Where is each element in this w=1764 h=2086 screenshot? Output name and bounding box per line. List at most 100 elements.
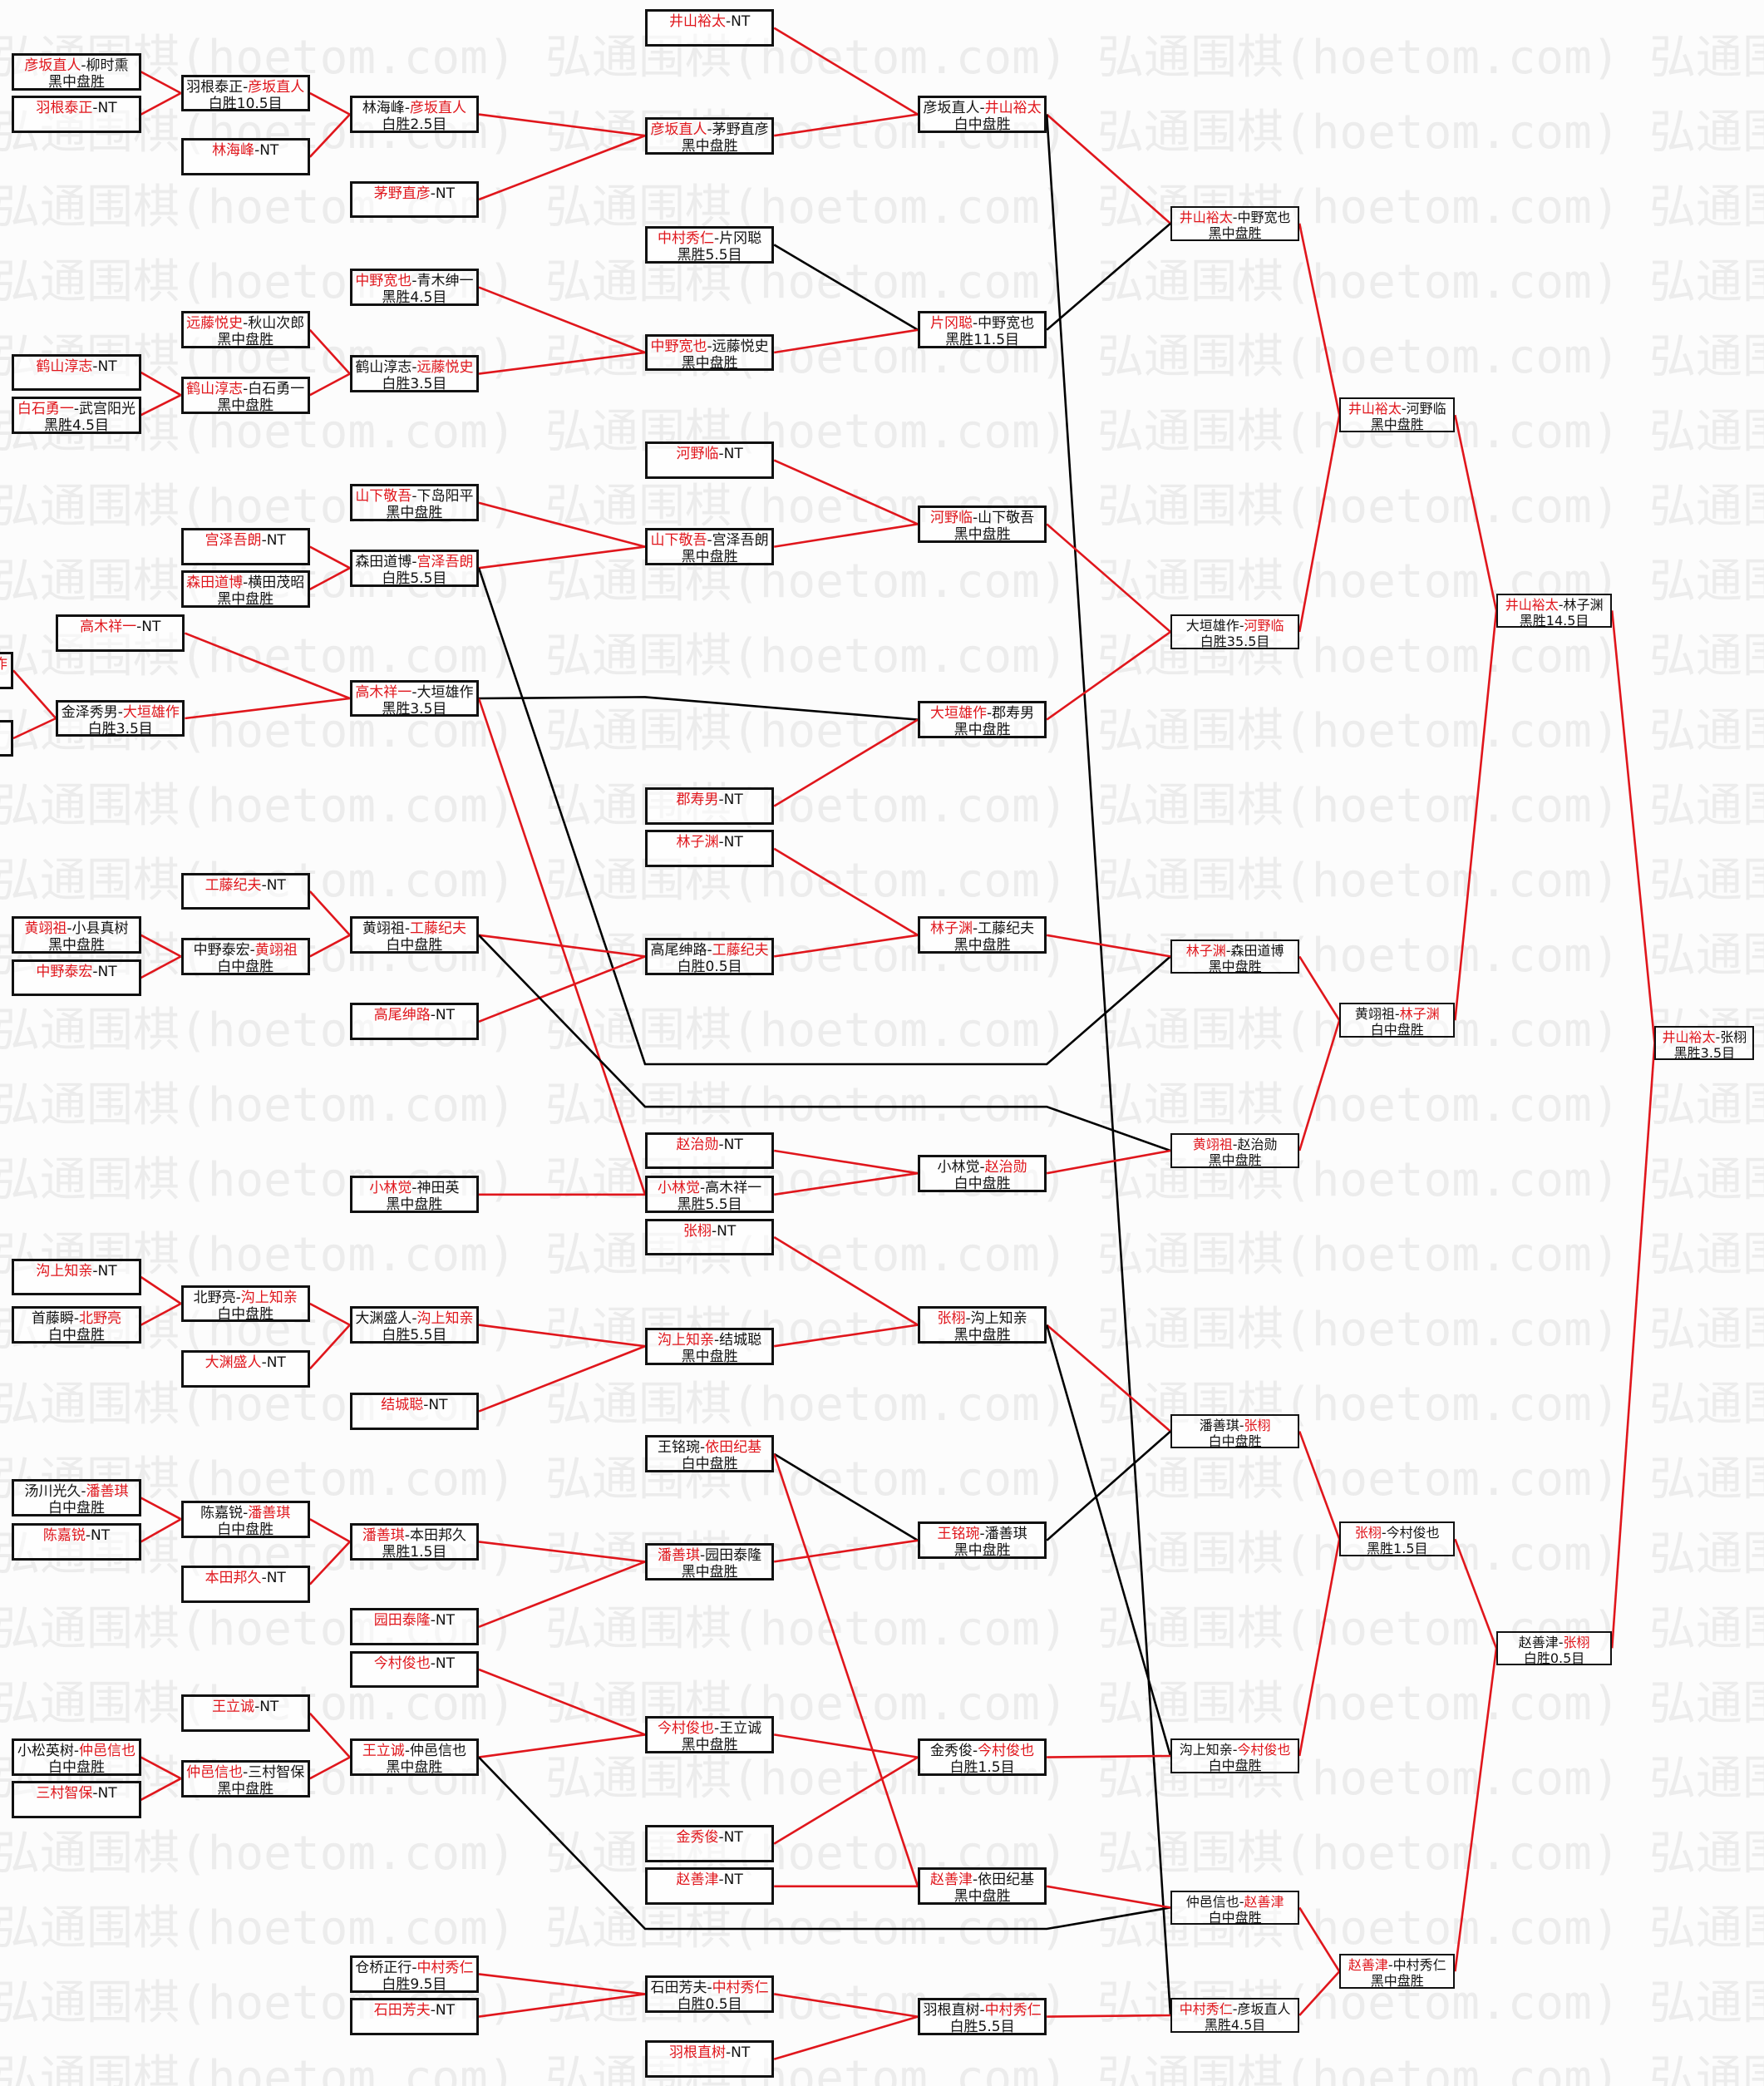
separator: -: [711, 1222, 717, 1240]
watermark-text: 弘通围棋(hoetom.com): [0, 779, 516, 833]
winner-connector-line: [1454, 414, 1498, 611]
watermark-text: 弘通围棋(hoetom.com): [1097, 779, 1620, 833]
match-box: 中野泰宏-NT: [12, 959, 141, 997]
match-result: 黑胜4.5目: [43, 417, 109, 434]
watermark-text: 弘通围棋(hoetom.com): [1649, 854, 1764, 908]
player-name-winner: 羽根泰正: [36, 100, 93, 117]
winner-connector-line: [185, 697, 350, 720]
player-name: NT: [91, 1527, 111, 1544]
match-players: 林海峰-彦坂直人: [352, 100, 476, 116]
player-name-winner: 中野宽也: [355, 273, 412, 290]
match-result: 黑中盘胜: [217, 397, 274, 414]
winner-connector-line: [309, 91, 351, 116]
match-players: 金泽秀男-大垣雄作: [58, 704, 182, 721]
match-players: 石田芳夫-中村秀仁: [648, 1980, 771, 1996]
separator: -: [1715, 1028, 1721, 1045]
match-result: 黑中盘胜: [386, 1759, 443, 1776]
match-result: 白胜5.5目: [382, 570, 447, 587]
match-result: 黑胜1.5目: [382, 1544, 447, 1561]
separator: -: [67, 920, 72, 938]
match-box: 片冈聪-中野宽也 黑胜11.5目: [918, 311, 1047, 349]
player-name-winner: 林子渊: [1399, 1006, 1440, 1023]
match-players: 森田道博-横田茂昭: [184, 575, 308, 591]
watermark-text: 弘通围棋(hoetom.com): [1097, 1677, 1620, 1731]
match-box: 井山裕太-中野宽也 黑中盘胜: [1170, 206, 1300, 241]
match-box: 白石勇一-武宫阳光 黑胜4.5目: [12, 396, 141, 434]
match-box: 远藤悦史-秋山次郎 黑中盘胜: [180, 311, 310, 349]
match-result: 黑中盘胜: [681, 354, 738, 372]
player-name-winner: 白石勇一: [17, 400, 74, 417]
player-name: 今村俊也: [1386, 1525, 1440, 1541]
player-name-winner: 井山裕太: [984, 100, 1042, 117]
separator: -: [718, 1871, 724, 1889]
winner-connector-line: [309, 1302, 351, 1326]
player-name-winner: 陈嘉锐: [42, 1527, 86, 1544]
separator: -: [965, 1310, 971, 1328]
winner-connector-line: [308, 1541, 351, 1585]
player-name-winner: 仲邑信也: [79, 1743, 136, 1760]
player-name-winner: 林子渊: [1185, 942, 1226, 959]
player-name: 本田邦久: [409, 1527, 466, 1544]
separator: -: [1232, 210, 1238, 225]
separator: -: [1239, 618, 1244, 634]
player-name: 依田纪基: [978, 1871, 1035, 1889]
winner-connector-line: [773, 328, 919, 354]
match-box: 中村秀仁-彦坂直人 黑胜4.5目: [1170, 1998, 1300, 2033]
match-result: 白中盘胜: [217, 959, 274, 975]
watermark-text: 弘通围棋(hoetom.com): [1649, 1228, 1764, 1282]
winner-connector-line: [478, 1668, 646, 1736]
match-box: 北野亮-沟上知亲 白中盘胜: [180, 1285, 310, 1323]
player-name-winner: 作: [0, 656, 7, 673]
match-result: 白胜3.5目: [87, 720, 153, 737]
match-result: 黑中盘胜: [1208, 958, 1262, 974]
player-name: 小松英树: [17, 1743, 74, 1760]
player-name: NT: [723, 834, 743, 851]
watermark-text: 弘通围棋(hoetom.com): [545, 255, 1068, 309]
match-box: 王铭琬-潘善琪 黑中盘胜: [918, 1521, 1047, 1560]
separator: -: [404, 920, 410, 938]
match-players: 井山裕太-中野宽也: [1172, 210, 1298, 225]
player-name-winner: 宫泽吾朗: [204, 532, 262, 550]
match-players: 中野泰宏-NT: [14, 964, 138, 980]
match-box: 山下敬吾-宫泽吾朗 黑中盘胜: [645, 528, 775, 565]
player-name-winner: 片冈聪: [930, 315, 973, 333]
match-box: 潘善琪-本田邦久 黑胜1.5目: [349, 1523, 479, 1561]
match-result: 白胜5.5目: [949, 2019, 1015, 2035]
watermark-text: 弘通围棋(hoetom.com): [545, 854, 1068, 908]
match-result: 黑中盘胜: [217, 332, 274, 349]
player-name-winner: 北野亮: [79, 1310, 122, 1328]
player-name: 中野宽也: [978, 315, 1035, 333]
loser-connector-line: [773, 1452, 919, 1541]
separator: -: [73, 400, 80, 417]
player-name-winner: 张栩: [937, 1310, 966, 1328]
player-name-winner: 本田邦久: [204, 1570, 262, 1587]
match-box: 鹤山淳志-远藤悦史 白胜3.5目: [349, 355, 479, 392]
loser-connector-line: [478, 1756, 1171, 1931]
match-result: 白中盘胜: [47, 1759, 105, 1776]
watermark-text: 弘通围棋(hoetom.com): [545, 1677, 1068, 1731]
match-box: 大垣雄作-郡寿男 黑中盘胜: [918, 701, 1047, 738]
player-name: 王铭琬: [658, 1439, 701, 1457]
match-box: 高木祥一-大垣雄作 黑胜3.5目: [349, 679, 479, 718]
match-players: 黄翊祖-林子渊: [1341, 1006, 1453, 1022]
watermark-text: 弘通围棋(hoetom.com): [545, 1378, 1068, 1432]
match-result: 白中盘胜: [1208, 1758, 1262, 1773]
match-players: 羽根泰正-NT: [14, 100, 138, 116]
player-name: NT: [266, 1570, 286, 1587]
player-name-winner: 王立诚: [212, 1699, 255, 1716]
match-box: 赵治勋-NT: [645, 1132, 775, 1170]
separator: -: [92, 358, 98, 375]
match-players: 园田泰隆-NT: [352, 1612, 476, 1629]
loser-connector-line: [477, 567, 1171, 1066]
player-name: NT: [723, 1871, 743, 1889]
player-name: NT: [97, 358, 117, 375]
separator: -: [411, 359, 417, 377]
player-name: NT: [259, 142, 279, 160]
match-players: 黄翊祖-小县真树: [14, 920, 138, 937]
player-name-winner: 羽根直树: [668, 2044, 726, 2062]
player-name-winner: 鹤山淳志: [186, 380, 244, 397]
player-name-winner: 中村秀仁: [712, 1980, 769, 1996]
separator: -: [404, 100, 410, 117]
separator: -: [411, 683, 417, 701]
winner-connector-line: [1047, 1754, 1171, 1758]
